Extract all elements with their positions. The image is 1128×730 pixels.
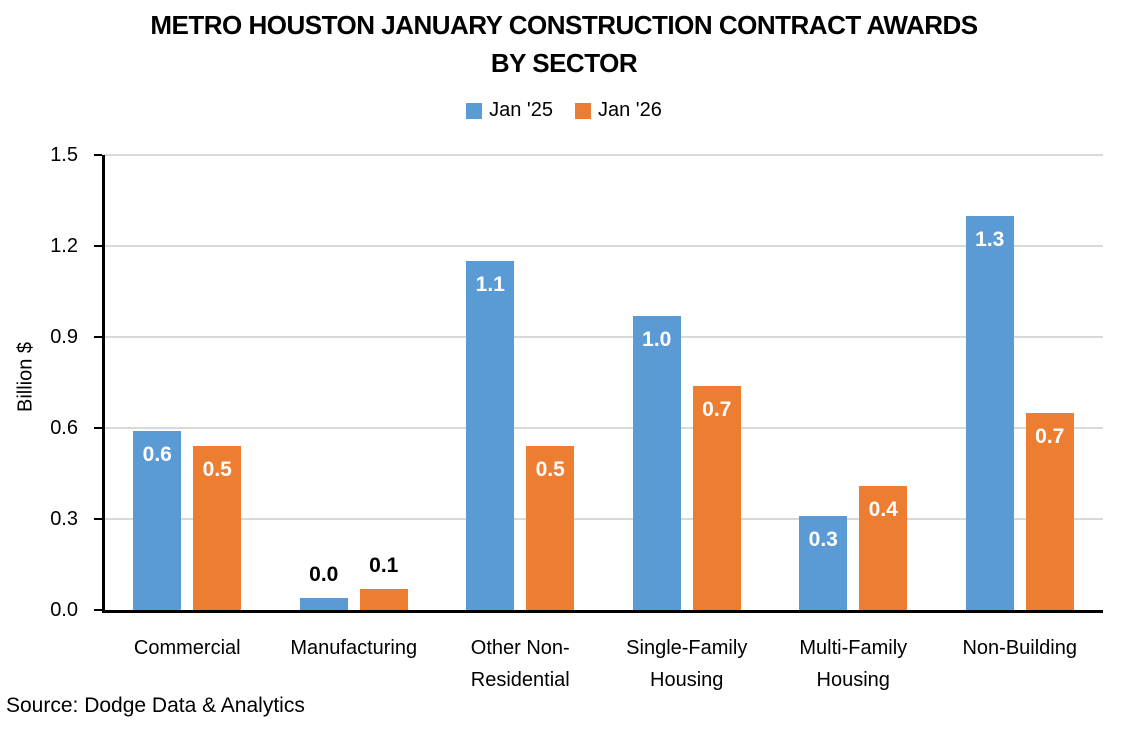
y-tick-mark-0-9 bbox=[94, 336, 102, 338]
x-label-line: Housing bbox=[816, 669, 890, 691]
x-label-line: Multi-Family bbox=[799, 637, 908, 659]
x-axis-labels: Commercial Manufacturing Other Non- Residen… bbox=[104, 632, 1103, 696]
data-label-jan-25-non-building: 1.3 bbox=[975, 227, 1005, 251]
x-label-line: Single-Family bbox=[626, 637, 748, 659]
y-tick-label-1-5: 1.5 bbox=[50, 144, 78, 166]
x-label-line: Other Non- bbox=[470, 637, 570, 659]
x-label-line: Housing bbox=[650, 669, 724, 691]
data-label-jan-25-manufacturing: 0.0 bbox=[309, 562, 339, 586]
data-label-jan-26-single-family-housing: 0.7 bbox=[702, 397, 732, 421]
x-label-manufacturing: Manufacturing bbox=[271, 632, 438, 696]
x-label-single-family-housing: Single-Family Housing bbox=[604, 632, 771, 696]
data-label-jan-26-manufacturing: 0.1 bbox=[369, 553, 399, 577]
x-label-multi-family-housing: Multi-Family Housing bbox=[770, 632, 937, 696]
x-axis-line bbox=[102, 610, 1103, 613]
legend-swatch-jan-25 bbox=[466, 102, 483, 119]
bar-jan-26-multi-family-housing: 0.4 bbox=[859, 485, 908, 610]
y-tick-mark-0-3 bbox=[94, 518, 102, 520]
gridline-0-3 bbox=[104, 518, 1103, 520]
gridline-1-2 bbox=[104, 245, 1103, 247]
x-label-line: Non-Building bbox=[962, 637, 1077, 659]
y-tick-label-0-9: 0.9 bbox=[50, 326, 78, 348]
data-label-jan-26-non-building: 0.7 bbox=[1035, 424, 1065, 448]
data-label-jan-26-multi-family-housing: 0.4 bbox=[868, 497, 898, 521]
bar-jan-26-manufacturing: 0.1 bbox=[359, 554, 408, 610]
bar-jan-25-multi-family-housing: 0.3 bbox=[799, 515, 848, 610]
data-label-jan-25-commercial: 0.6 bbox=[142, 443, 172, 467]
bar-jan-25-non-building: 1.3 bbox=[965, 215, 1014, 610]
gridline-1-5 bbox=[104, 154, 1103, 156]
data-label-jan-25-other-non-residential: 1.1 bbox=[475, 273, 505, 297]
legend: Jan '25 Jan '26 bbox=[0, 99, 1128, 122]
data-label-jan-26-other-non-residential: 0.5 bbox=[535, 458, 565, 482]
chart-title: METRO HOUSTON JANUARY CONSTRUCTION CONTR… bbox=[0, 6, 1128, 82]
legend-item-jan-26: Jan '26 bbox=[575, 99, 662, 122]
bar-jan-26-single-family-housing: 0.7 bbox=[692, 385, 741, 610]
bar-jan-25-other-non-residential: 1.1 bbox=[466, 261, 515, 610]
legend-item-jan-25: Jan '25 bbox=[466, 99, 553, 122]
bar-jan-26-commercial: 0.5 bbox=[193, 446, 242, 610]
chart-title-line2: BY SECTOR bbox=[490, 48, 638, 78]
y-tick-mark-1-5 bbox=[94, 154, 102, 156]
source-note: Source: Dodge Data & Analytics bbox=[6, 694, 305, 717]
y-tick-label-1-2: 1.2 bbox=[50, 235, 78, 257]
data-label-jan-26-commercial: 0.5 bbox=[202, 458, 232, 482]
gridline-0-6 bbox=[104, 427, 1103, 429]
data-label-jan-25-multi-family-housing: 0.3 bbox=[808, 527, 838, 551]
legend-swatch-jan-26 bbox=[575, 102, 591, 119]
y-tick-label-0-0: 0.0 bbox=[50, 599, 78, 621]
plot-area: 0.6 0.0 1.1 1.0 0.3 1.3 0.5 0.1 0.5 0.7 0.4 0.7 bbox=[94, 154, 1103, 613]
x-label-line: Commercial bbox=[133, 637, 241, 659]
gridline-0-9 bbox=[104, 336, 1103, 338]
y-tick-label-0-6: 0.6 bbox=[50, 417, 78, 439]
bar-jan-25-single-family-housing: 1.0 bbox=[632, 315, 681, 610]
y-tick-mark-0-0 bbox=[94, 609, 102, 611]
x-label-other-non-residential: Other Non- Residential bbox=[437, 632, 604, 696]
y-axis-line bbox=[102, 155, 105, 610]
bar-jan-25-commercial: 0.6 bbox=[133, 431, 182, 610]
legend-label-jan-25: Jan '25 bbox=[489, 99, 553, 121]
legend-label-jan-26: Jan '26 bbox=[598, 99, 662, 121]
y-axis-title: Billion $ bbox=[14, 341, 37, 413]
data-label-jan-25-single-family-housing: 1.0 bbox=[642, 327, 672, 351]
x-label-line: Manufacturing bbox=[290, 637, 418, 659]
chart-title-line1: METRO HOUSTON JANUARY CONSTRUCTION CONTR… bbox=[150, 10, 978, 40]
bar-jan-26-non-building: 0.7 bbox=[1025, 412, 1074, 610]
bar-jan-25-manufacturing: 0.0 bbox=[299, 563, 348, 610]
x-label-non-building: Non-Building bbox=[937, 632, 1104, 696]
bar-jan-26-other-non-residential: 0.5 bbox=[526, 446, 575, 610]
x-label-line: Residential bbox=[470, 669, 570, 691]
x-label-commercial: Commercial bbox=[104, 632, 271, 696]
y-tick-mark-0-6 bbox=[94, 427, 102, 429]
y-tick-label-0-3: 0.3 bbox=[50, 508, 78, 530]
y-tick-mark-1-2 bbox=[94, 245, 102, 247]
